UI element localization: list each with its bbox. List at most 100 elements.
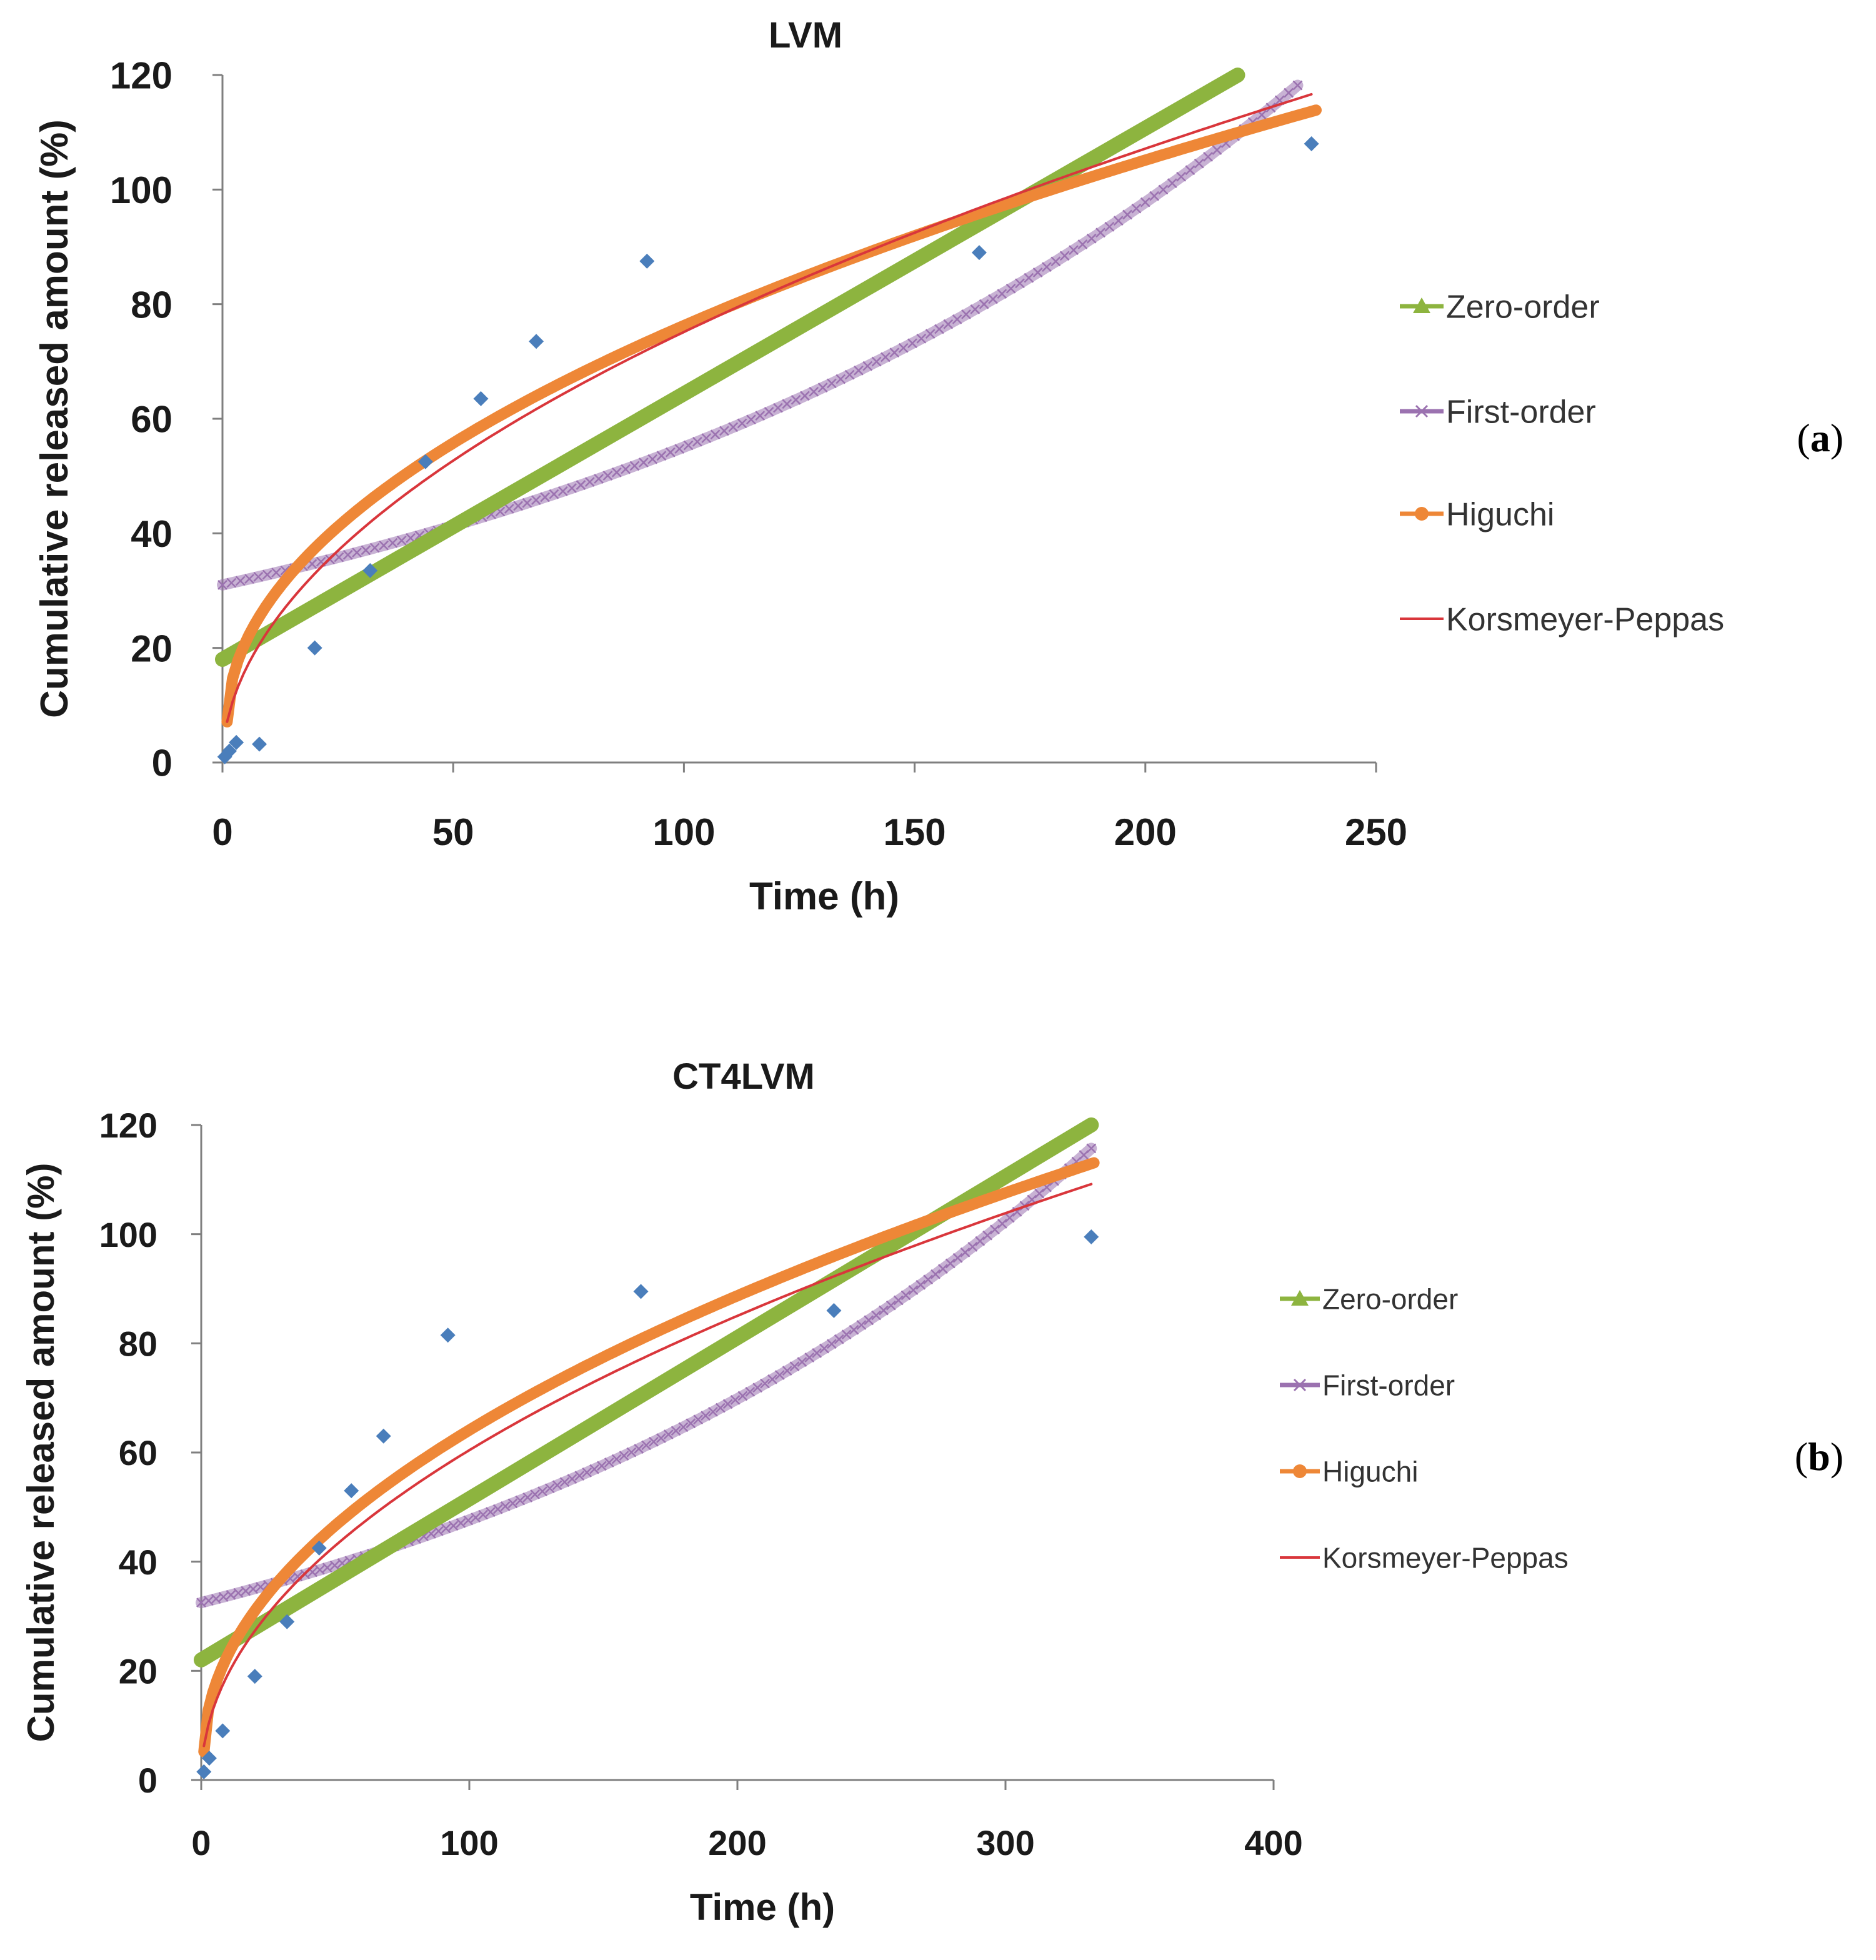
chart-panel-b: CT4LVM 0 20 40 60 80 100 120 0 100 200 300 400 Time (… bbox=[20, 1056, 1844, 1928]
data-point bbox=[215, 1723, 231, 1739]
first-order-marker bbox=[1050, 256, 1061, 267]
first-order-marker bbox=[576, 480, 586, 490]
data-point bbox=[222, 743, 237, 759]
first-order-marker bbox=[982, 1230, 992, 1241]
first-order-marker bbox=[647, 454, 658, 464]
first-order-marker bbox=[760, 1378, 770, 1389]
first-order-marker bbox=[582, 1468, 592, 1478]
first-order-marker bbox=[1086, 233, 1097, 244]
first-order-marker bbox=[916, 1279, 926, 1290]
first-order-marker bbox=[233, 1588, 244, 1598]
first-order-marker bbox=[678, 1422, 689, 1432]
legend-label: Korsmeyer-Peppas bbox=[1446, 602, 1724, 638]
first-order-marker bbox=[531, 495, 541, 506]
first-order-marker bbox=[1284, 88, 1294, 98]
first-order-marker bbox=[886, 1300, 896, 1311]
first-order-marker bbox=[663, 1429, 674, 1440]
first-order-marker bbox=[1024, 272, 1034, 283]
first-order-marker bbox=[893, 1295, 904, 1306]
x-tick-label: 0 bbox=[191, 1823, 211, 1862]
first-order-marker bbox=[671, 1426, 681, 1436]
legend-marker-triangle bbox=[1291, 1290, 1309, 1306]
first-order-marker bbox=[1194, 158, 1204, 169]
first-order-marker bbox=[834, 1334, 844, 1344]
first-order-curve bbox=[196, 1142, 1097, 1609]
first-order-marker bbox=[597, 1461, 607, 1471]
first-order-marker bbox=[938, 1264, 948, 1274]
first-order-marker bbox=[241, 1586, 251, 1596]
first-order-marker bbox=[530, 1489, 540, 1499]
data-point bbox=[201, 1751, 217, 1766]
korsmeyer-peppas-curve bbox=[202, 1182, 1093, 1748]
first-order-marker bbox=[960, 1247, 970, 1258]
first-order-marker bbox=[387, 538, 398, 548]
first-order-marker bbox=[203, 1596, 214, 1606]
first-order-marker bbox=[871, 1310, 881, 1321]
first-order-marker bbox=[1167, 178, 1177, 189]
data-point bbox=[311, 1540, 327, 1556]
first-order-marker bbox=[782, 399, 792, 409]
first-order-marker bbox=[767, 1374, 777, 1384]
legend-entry-zero-order: Zero-order bbox=[1280, 1283, 1458, 1316]
first-order-marker bbox=[952, 1252, 963, 1263]
x-tick-label: 400 bbox=[1244, 1823, 1302, 1862]
y-tick-label: 40 bbox=[131, 513, 172, 555]
data-point bbox=[376, 1428, 391, 1444]
first-order-marker bbox=[211, 1594, 221, 1604]
first-order-marker bbox=[907, 338, 917, 349]
first-order-marker bbox=[256, 1582, 266, 1592]
x-tick-label: 200 bbox=[1114, 811, 1177, 853]
first-order-marker bbox=[819, 1343, 829, 1354]
legend-label: First-order bbox=[1322, 1369, 1455, 1402]
y-tick-label: 80 bbox=[131, 284, 172, 326]
y-axis-label: Cumulative released amount (%) bbox=[20, 1163, 62, 1742]
first-order-marker bbox=[552, 1480, 562, 1491]
data-point bbox=[307, 640, 322, 656]
x-tick-label: 250 bbox=[1345, 811, 1407, 853]
first-order-marker bbox=[889, 348, 900, 358]
first-order-marker bbox=[916, 333, 927, 344]
x-axis-label: Time (h) bbox=[690, 1886, 835, 1928]
first-order-marker bbox=[218, 1592, 229, 1602]
first-order-marker bbox=[881, 352, 891, 362]
legend-label: Zero-order bbox=[1322, 1283, 1458, 1316]
first-order-marker bbox=[1005, 283, 1016, 294]
legend-marker-x bbox=[1415, 404, 1429, 418]
first-order-marker bbox=[522, 1492, 533, 1502]
x-tick-label: 0 bbox=[212, 811, 232, 853]
first-order-marker bbox=[1034, 1188, 1045, 1199]
data-point bbox=[417, 454, 433, 469]
first-order-marker bbox=[898, 342, 909, 353]
first-order-marker bbox=[970, 304, 980, 314]
data-point bbox=[529, 334, 544, 349]
higuchi-curve bbox=[221, 104, 1322, 728]
first-order-marker bbox=[448, 1521, 459, 1531]
zero-order-curve bbox=[215, 68, 1245, 667]
data-point bbox=[279, 1614, 295, 1629]
first-order-marker bbox=[271, 568, 281, 578]
first-order-marker bbox=[537, 1486, 547, 1497]
first-order-marker bbox=[997, 289, 1007, 299]
data-point bbox=[344, 1483, 359, 1499]
first-order-marker bbox=[584, 477, 595, 487]
legend-entry-zero-order: Zero-order bbox=[1400, 289, 1600, 326]
first-order-marker bbox=[1032, 268, 1043, 278]
first-order-marker bbox=[1212, 145, 1222, 155]
first-order-marker bbox=[826, 1339, 837, 1349]
first-order-marker bbox=[656, 1433, 666, 1443]
first-order-marker bbox=[638, 458, 649, 468]
first-order-marker bbox=[441, 1523, 451, 1534]
first-order-marker bbox=[809, 386, 819, 397]
data-point bbox=[247, 1669, 262, 1684]
first-order-markers bbox=[217, 80, 1303, 590]
first-order-marker bbox=[773, 402, 783, 413]
first-order-marker bbox=[1095, 228, 1105, 238]
first-order-marker bbox=[196, 1598, 206, 1608]
first-order-marker bbox=[515, 1495, 526, 1506]
legend-entry-higuchi: Higuchi bbox=[1280, 1456, 1418, 1488]
first-order-marker bbox=[988, 294, 998, 304]
first-order-marker bbox=[708, 1407, 718, 1417]
first-order-marker bbox=[226, 1590, 236, 1600]
first-order-marker bbox=[315, 1564, 325, 1575]
first-order-marker bbox=[649, 1436, 659, 1447]
